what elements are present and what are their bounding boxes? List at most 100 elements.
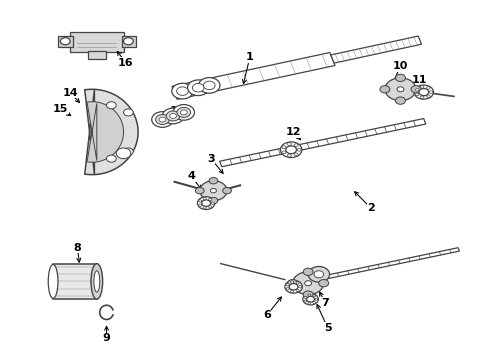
Circle shape: [314, 271, 324, 278]
Circle shape: [294, 144, 298, 147]
Circle shape: [303, 291, 313, 298]
Text: 2: 2: [368, 203, 375, 213]
Circle shape: [209, 177, 218, 184]
Text: 13: 13: [170, 105, 185, 116]
Circle shape: [313, 295, 316, 297]
Circle shape: [385, 78, 416, 101]
Circle shape: [170, 113, 176, 118]
Circle shape: [162, 108, 184, 124]
Circle shape: [308, 294, 311, 296]
Circle shape: [123, 38, 133, 45]
Circle shape: [289, 284, 298, 290]
Circle shape: [156, 114, 169, 125]
Circle shape: [308, 266, 330, 282]
Circle shape: [60, 38, 70, 45]
Text: 16: 16: [118, 58, 134, 68]
Text: 10: 10: [393, 61, 408, 71]
Polygon shape: [87, 102, 123, 162]
Circle shape: [123, 148, 133, 155]
Circle shape: [196, 188, 204, 194]
Circle shape: [106, 155, 116, 162]
Circle shape: [395, 74, 405, 81]
Circle shape: [222, 188, 231, 194]
FancyBboxPatch shape: [58, 36, 73, 46]
Circle shape: [203, 207, 206, 209]
Circle shape: [308, 302, 311, 305]
Circle shape: [304, 300, 307, 302]
Polygon shape: [85, 89, 138, 175]
Text: 4: 4: [188, 171, 196, 181]
Circle shape: [159, 117, 166, 122]
Circle shape: [288, 143, 291, 145]
Ellipse shape: [94, 271, 100, 292]
Circle shape: [296, 282, 299, 284]
Circle shape: [152, 112, 173, 127]
Circle shape: [116, 148, 131, 159]
Circle shape: [177, 107, 191, 117]
Circle shape: [209, 206, 212, 208]
Ellipse shape: [91, 264, 102, 299]
Circle shape: [285, 280, 302, 293]
Circle shape: [288, 280, 297, 287]
Circle shape: [173, 104, 195, 120]
Ellipse shape: [48, 265, 58, 298]
Circle shape: [288, 154, 291, 157]
Circle shape: [380, 86, 390, 93]
Circle shape: [188, 80, 209, 95]
FancyBboxPatch shape: [53, 264, 97, 299]
FancyBboxPatch shape: [88, 51, 105, 59]
Circle shape: [429, 91, 433, 93]
Circle shape: [303, 268, 313, 275]
Circle shape: [280, 142, 302, 158]
Text: 12: 12: [286, 127, 301, 137]
Circle shape: [293, 272, 324, 294]
Circle shape: [172, 83, 193, 99]
Circle shape: [286, 146, 296, 154]
Circle shape: [303, 293, 318, 305]
Polygon shape: [172, 53, 335, 99]
Polygon shape: [288, 248, 460, 287]
Circle shape: [282, 151, 286, 154]
Text: 14: 14: [62, 88, 78, 98]
Circle shape: [427, 87, 430, 89]
Circle shape: [180, 110, 187, 115]
Text: 7: 7: [321, 298, 329, 308]
Circle shape: [420, 96, 424, 99]
Circle shape: [166, 111, 180, 121]
Circle shape: [203, 81, 215, 90]
Circle shape: [198, 204, 202, 206]
Circle shape: [298, 285, 302, 288]
Circle shape: [202, 200, 211, 206]
Circle shape: [416, 93, 419, 96]
Circle shape: [318, 280, 329, 287]
Circle shape: [106, 102, 116, 109]
Circle shape: [305, 281, 312, 286]
Circle shape: [193, 84, 204, 92]
Circle shape: [198, 77, 220, 93]
Circle shape: [296, 289, 299, 292]
Circle shape: [414, 85, 434, 99]
Circle shape: [395, 97, 405, 104]
Circle shape: [210, 189, 217, 193]
Circle shape: [291, 281, 294, 283]
Text: 9: 9: [102, 333, 110, 343]
Circle shape: [397, 87, 404, 92]
Polygon shape: [220, 118, 426, 167]
Circle shape: [315, 298, 318, 300]
Polygon shape: [331, 36, 421, 63]
Circle shape: [200, 181, 227, 201]
Text: 15: 15: [53, 104, 68, 114]
Circle shape: [313, 302, 316, 303]
FancyBboxPatch shape: [70, 32, 123, 52]
Text: 1: 1: [246, 52, 254, 62]
Circle shape: [416, 89, 419, 91]
Text: 11: 11: [412, 75, 428, 85]
Text: 5: 5: [324, 323, 331, 333]
Circle shape: [307, 296, 315, 302]
Circle shape: [294, 153, 298, 156]
Text: 6: 6: [263, 310, 271, 320]
Circle shape: [427, 95, 430, 98]
Text: 8: 8: [74, 243, 81, 253]
Circle shape: [286, 284, 289, 286]
Circle shape: [297, 148, 301, 151]
